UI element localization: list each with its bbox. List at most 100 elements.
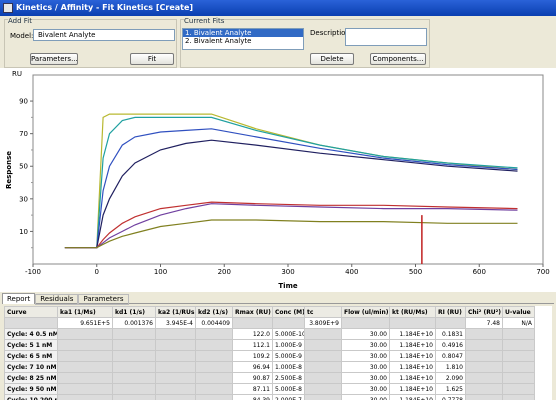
- list-item[interactable]: 2. Bivalent Analyte: [185, 37, 252, 45]
- x-tick-label: 100: [154, 268, 167, 276]
- title-bar: Kinetics / Affinity - Fit Kinetics [Crea…: [0, 0, 556, 16]
- delete-button[interactable]: Delete: [310, 53, 354, 65]
- model-select[interactable]: Bivalent Analyte: [33, 29, 175, 41]
- table-cell: 1.184E+10: [389, 339, 436, 351]
- group-label: Current Fits: [184, 17, 225, 25]
- table-cell: [389, 317, 436, 329]
- table-cell: [155, 372, 196, 384]
- table-cell: [465, 339, 503, 351]
- table-cell: 2.000E-7: [272, 394, 305, 400]
- table-cell: 0.1831: [435, 328, 466, 340]
- table-cell: [195, 339, 233, 351]
- x-tick-label: 600: [473, 268, 486, 276]
- table-cell: 30.00: [341, 339, 390, 351]
- column-header: kt (RU/Ms): [389, 306, 436, 318]
- table-row: Cycle: 7 10 nM 96.94 1.000E-8 30.00 1.184E+1…: [4, 361, 535, 373]
- table-cell: [502, 361, 535, 373]
- table-row: Cycle: 6 5 nM 109.2 5.000E-9 30.00 1.184E+10…: [4, 350, 535, 362]
- app-icon: [3, 3, 13, 13]
- table-cell: 0.7778: [435, 394, 466, 400]
- list-item[interactable]: 1. Bivalent Analyte: [183, 29, 303, 37]
- table-cell: [272, 317, 305, 329]
- table-cell: [195, 394, 233, 400]
- table-cell: [4, 317, 58, 329]
- table-cell: [304, 372, 342, 384]
- x-axis-title: Time: [278, 282, 297, 290]
- report-panel: Curve ka1 (1/Ms) kd1 (1/s) ka2 (1/RUs) kd2 (…: [4, 306, 552, 400]
- table-cell: [304, 350, 342, 362]
- x-tick-label: 500: [409, 268, 422, 276]
- column-header: Rmax (RU): [232, 306, 273, 318]
- table-cell: 2.090: [435, 372, 466, 384]
- table-cell: [112, 383, 156, 395]
- table-cell: 5.000E-8: [272, 383, 305, 395]
- table-cell: [57, 372, 113, 384]
- table-cell: 96.94: [232, 361, 273, 373]
- table-cell: 5.000E-9: [272, 350, 305, 362]
- x-tick-label: 700: [536, 268, 549, 276]
- table-cell: Cycle: 6 5 nM: [4, 350, 58, 362]
- table-cell: [195, 350, 233, 362]
- column-header: U-value: [502, 306, 535, 318]
- table-row: Cycle: 9 50 nM 87.11 5.000E-8 30.00 1.184E+1…: [4, 383, 535, 395]
- table-cell: 7.48: [465, 317, 503, 329]
- tab[interactable]: Report: [2, 293, 36, 304]
- table-cell: [341, 317, 390, 329]
- table-cell: [304, 361, 342, 373]
- table-cell: [112, 372, 156, 384]
- tab-strip: Report Residuals Parameters: [2, 293, 554, 305]
- y-tick-label: 90: [19, 98, 28, 106]
- table-cell: 0.8047: [435, 350, 466, 362]
- table-row: Cycle: 8 25 nM 90.87 2.500E-8 30.00 1.184E+1…: [4, 372, 535, 384]
- add-fit-group: [4, 19, 177, 68]
- table-cell: 3.809E+9: [304, 317, 342, 329]
- x-tick-label: 200: [218, 268, 231, 276]
- header-row: Curve ka1 (1/Ms) kd1 (1/s) ka2 (1/RUs) kd2 (…: [4, 306, 535, 318]
- table-cell: 1.184E+10: [389, 372, 436, 384]
- sensorgram-curve: [64, 201, 518, 249]
- table-cell: [57, 350, 113, 362]
- table-cell: 30.00: [341, 361, 390, 373]
- tab[interactable]: Parameters: [78, 294, 129, 305]
- table-cell: 30.00: [341, 328, 390, 340]
- sensorgram-curve: [64, 219, 518, 249]
- parameters-button[interactable]: Parameters...: [30, 53, 78, 65]
- y-tick-label: 70: [19, 130, 28, 138]
- table-cell: [155, 361, 196, 373]
- current-fits-group: [180, 19, 430, 68]
- table-cell: [112, 394, 156, 400]
- table-cell: [465, 328, 503, 340]
- unit-label: RU: [12, 70, 22, 78]
- table-cell: [465, 372, 503, 384]
- column-header: kd1 (1/s): [112, 306, 156, 318]
- table-cell: [502, 383, 535, 395]
- column-header: ka2 (1/RUs): [155, 306, 196, 318]
- table-cell: 30.00: [341, 394, 390, 400]
- table-cell: 1.625: [435, 383, 466, 395]
- column-header: kd2 (1/s): [195, 306, 233, 318]
- table-cell: [435, 317, 466, 329]
- fit-button[interactable]: Fit: [130, 53, 174, 65]
- column-header: Conc (M): [272, 306, 305, 318]
- table-cell: 30.00: [341, 383, 390, 395]
- table-cell: [465, 394, 503, 400]
- table-cell: [112, 361, 156, 373]
- x-tick-label: 0: [95, 268, 99, 276]
- components-button[interactable]: Components...: [370, 53, 426, 65]
- table-cell: [502, 328, 535, 340]
- description-label: Description:: [310, 29, 353, 37]
- column-header: tc: [304, 306, 342, 318]
- table-row: 9.651E+5 0.001376 3.945E-4 0.004409 3.809E+9…: [4, 317, 535, 329]
- table-cell: Cycle: 5 1 nM: [4, 339, 58, 351]
- sensorgram-curve: [64, 116, 518, 249]
- fits-list: 1. Bivalent Analyte 2. Bivalent Analyte: [182, 28, 304, 50]
- table-cell: [304, 383, 342, 395]
- tab[interactable]: Residuals: [35, 294, 79, 305]
- table-cell: [155, 339, 196, 351]
- table-cell: [57, 339, 113, 351]
- table-cell: Cycle: 8 25 nM: [4, 372, 58, 384]
- column-header: RI (RU): [435, 306, 466, 318]
- description-input[interactable]: [345, 28, 427, 46]
- table-cell: 0.001376: [112, 317, 156, 329]
- table-cell: [502, 339, 535, 351]
